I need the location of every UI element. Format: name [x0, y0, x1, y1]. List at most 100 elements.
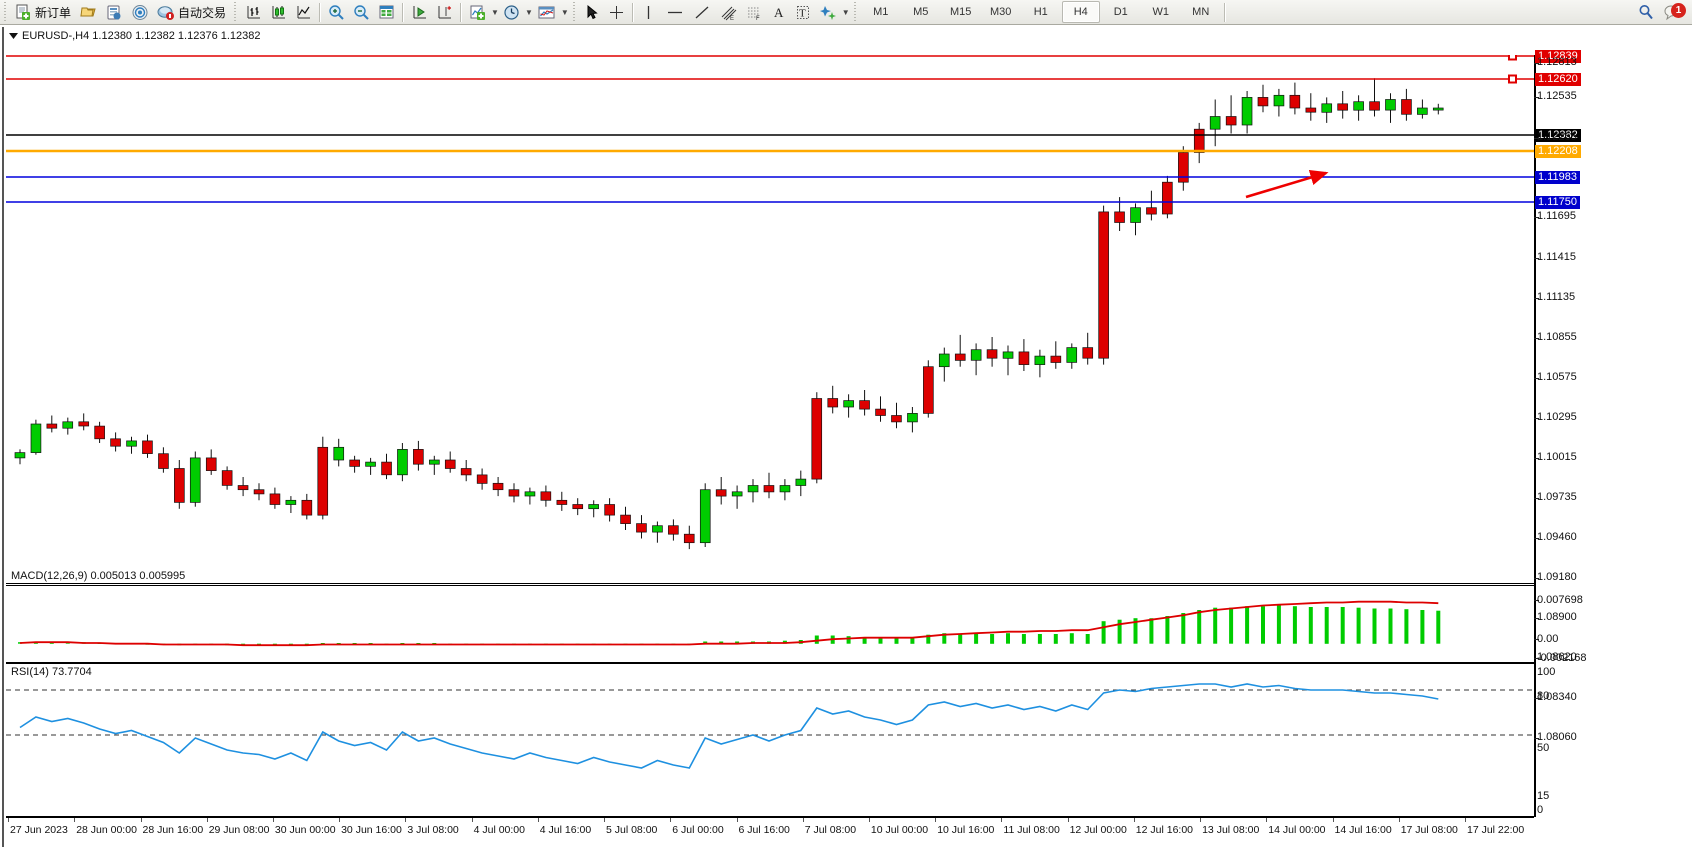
price-scale-label: 1.10015 — [1537, 451, 1577, 463]
price-tick — [1534, 538, 1539, 539]
crosshair-icon — [609, 5, 623, 19]
price-scale-label: 1.09180 — [1537, 571, 1577, 583]
price-scale-label: 1.08620 — [1537, 651, 1577, 663]
time-axis-label: 12 Jul 16:00 — [1135, 824, 1194, 836]
timeframe-m1[interactable]: M1 — [873, 6, 889, 18]
timeframe-m5[interactable]: M5 — [913, 6, 929, 18]
price-level-tag-blue[interactable]: 1.11983 — [1535, 171, 1580, 184]
macd-label[interactable]: MACD(12,26,9) 0.005013 0.005995 — [11, 570, 186, 582]
time-tick — [1133, 818, 1135, 822]
search-button[interactable] — [1634, 2, 1658, 23]
price-scale-label: 1.10855 — [1537, 331, 1577, 343]
candlestick-chart-button[interactable] — [267, 2, 290, 23]
chart-shift-button[interactable] — [433, 2, 456, 23]
zoom-out-button[interactable] — [350, 2, 373, 23]
vertical-line-button[interactable] — [638, 2, 660, 23]
macd-panel[interactable]: MACD(12,26,9) 0.005013 0.005995 — [6, 570, 1534, 663]
notifications-button[interactable]: 1 — [1660, 2, 1686, 23]
zoom-in-button[interactable] — [325, 2, 348, 23]
horizontal-level-lines[interactable] — [6, 55, 1534, 583]
timeframe-w1[interactable]: W1 — [1152, 6, 1169, 18]
new-order-icon — [16, 4, 30, 20]
price-level-tag-red[interactable]: 1.12620 — [1535, 73, 1581, 86]
time-tick — [8, 818, 9, 822]
toolbar-grip[interactable] — [2, 2, 9, 22]
timeframe-h1[interactable]: H1 — [1033, 6, 1048, 18]
toolbar-grip-4[interactable] — [851, 2, 859, 22]
folder-button[interactable] — [76, 2, 100, 23]
rsi-panel[interactable]: RSI(14) 73.7704 — [6, 663, 1534, 817]
bar-chart-button[interactable] — [242, 2, 265, 23]
time-axis[interactable]: 27 Jun 2023 28 Jun 00:00 28 Jun 16:00 29 Ju… — [6, 817, 1534, 850]
chart-symbol-header: EURUSD-,H4 1.12380 1.12382 1.12376 1.123… — [8, 30, 261, 42]
price-level-tag-red[interactable]: 1.12839 — [1535, 50, 1581, 63]
rsi-label[interactable]: RSI(14) 73.7704 — [11, 666, 92, 678]
crosshair-button[interactable] — [605, 2, 628, 23]
time-tick — [74, 818, 76, 822]
auto-trading-button[interactable]: 自动交易 — [154, 2, 229, 23]
equidistant-channel-icon: E — [721, 6, 737, 21]
time-axis-label: 30 Jun 16:00 — [341, 824, 402, 836]
indicators-button[interactable] — [466, 2, 489, 23]
trendline-button[interactable] — [690, 2, 714, 23]
price-panel[interactable] — [6, 55, 1534, 584]
objects-dropdown-caret[interactable]: ▼ — [841, 7, 850, 17]
time-axis-label: 6 Jul 00:00 — [672, 824, 724, 836]
time-tick — [935, 818, 937, 822]
clock-icon — [504, 4, 519, 20]
data-window-icon — [379, 5, 394, 18]
timeframe-mn[interactable]: MN — [1192, 6, 1210, 18]
periods-dropdown-caret[interactable]: ▼ — [524, 7, 533, 17]
toolbar-grip-2[interactable] — [232, 2, 240, 22]
zoom-out-icon — [354, 4, 369, 20]
toolbar-separator-2 — [402, 2, 405, 22]
text-label-button[interactable]: T — [792, 2, 814, 23]
time-tick — [1200, 818, 1202, 822]
cursor-button[interactable] — [581, 2, 603, 23]
auto-scroll-button[interactable] — [408, 2, 431, 23]
time-tick — [604, 818, 605, 822]
time-axis-label: 11 Jul 08:00 — [1003, 824, 1060, 836]
horizontal-line-button[interactable] — [662, 2, 688, 23]
text-button[interactable]: A — [768, 2, 790, 23]
periods-button[interactable] — [500, 2, 523, 23]
folder-icon — [80, 7, 96, 16]
time-axis-label: 5 Jul 08:00 — [606, 824, 658, 836]
timeframe-d1[interactable]: D1 — [1113, 6, 1128, 18]
price-tick — [1534, 258, 1539, 259]
price-axis-line[interactable] — [1534, 55, 1536, 817]
indicators-dropdown-caret[interactable]: ▼ — [491, 7, 499, 17]
line-chart-button[interactable] — [292, 2, 315, 23]
price-level-tag-black[interactable]: 1.12382 — [1535, 129, 1581, 142]
price-scale-label: 1.09735 — [1537, 491, 1577, 503]
mql5-button[interactable] — [102, 2, 126, 23]
templates-button[interactable] — [534, 2, 559, 23]
rsi-scale-label: 15 — [1537, 790, 1550, 802]
new-order-label: 新订单 — [35, 5, 72, 20]
fibonacci-button[interactable]: F — [742, 2, 766, 23]
templates-icon — [538, 6, 555, 18]
data-window-button[interactable] — [375, 2, 398, 23]
timeframe-m30[interactable]: M30 — [990, 6, 1012, 18]
price-level-tag-blue[interactable]: 1.11750 — [1535, 196, 1580, 209]
price-scale-label: 1.09460 — [1537, 531, 1577, 543]
price-level-tag-orange[interactable]: 1.12208 — [1535, 145, 1581, 158]
timeframe-h4[interactable]: H4 — [1061, 1, 1100, 23]
price-tick — [1534, 698, 1539, 699]
chart-collapse-icon[interactable] — [8, 31, 19, 41]
objects-button[interactable] — [816, 2, 840, 23]
price-candlestick-plot — [14, 78, 1444, 550]
toolbar-grip-3[interactable] — [570, 2, 578, 22]
chart-window[interactable]: EURUSD-,H4 1.12380 1.12382 1.12376 1.123… — [0, 25, 1692, 850]
notification-badge: 1 — [1671, 2, 1686, 18]
equidistant-channel-button[interactable]: E — [716, 2, 740, 23]
time-axis-label: 4 Jul 00:00 — [473, 824, 525, 836]
time-axis-label: 30 Jun 00:00 — [274, 824, 336, 836]
signals-button[interactable] — [128, 2, 152, 23]
macd-scale-label: -0.002168 — [1537, 652, 1587, 664]
objects-icon — [819, 5, 836, 20]
templates-dropdown-caret[interactable]: ▼ — [560, 7, 569, 17]
new-order-button[interactable]: 新订单 — [12, 2, 74, 23]
timeframe-m15[interactable]: M15 — [950, 6, 972, 18]
bar-chart-icon — [247, 5, 261, 18]
